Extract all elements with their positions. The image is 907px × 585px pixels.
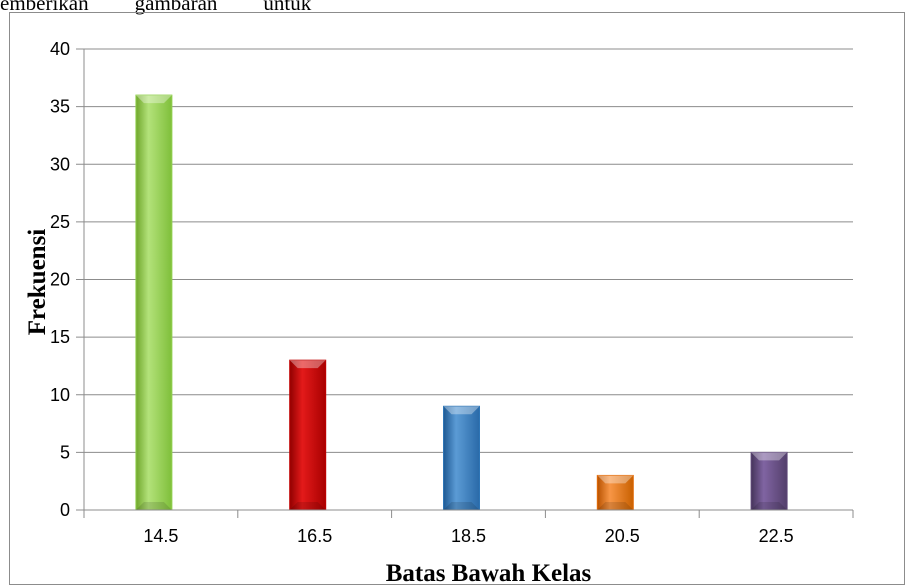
y-tick-label: 10 <box>50 385 70 405</box>
x-tick-label: 16.5 <box>297 526 332 546</box>
bar-bevel <box>289 502 326 510</box>
bar <box>289 359 327 511</box>
bar-bevel <box>443 406 480 415</box>
y-tick-label: 15 <box>50 327 70 347</box>
y-axis-title: Frekuensi <box>24 229 51 336</box>
x-tick-label: 22.5 <box>759 526 794 546</box>
y-tick-label: 25 <box>50 212 70 232</box>
x-tick-label: 20.5 <box>605 526 640 546</box>
x-axis-title: Batas Bawah Kelas <box>386 560 592 583</box>
x-tick-label: 18.5 <box>451 526 486 546</box>
y-tick-label: 40 <box>50 39 70 59</box>
bar <box>596 474 634 511</box>
bar-bevel <box>751 502 788 510</box>
y-tick-label: 30 <box>50 154 70 174</box>
bar <box>135 94 173 511</box>
text-word-3: untuk <box>263 0 312 15</box>
bar-body <box>135 94 173 511</box>
bar-bevel <box>443 502 480 510</box>
y-tick-label: 5 <box>60 442 70 462</box>
y-tick-label: 0 <box>60 500 70 520</box>
bar-body <box>289 359 327 511</box>
bar <box>750 451 788 511</box>
bar <box>443 405 480 511</box>
bar-bevel <box>135 502 172 510</box>
bar-body <box>443 405 480 511</box>
paragraph-fragment: emberikan gambaran untuk <box>0 0 311 16</box>
bar-bevel <box>289 360 326 369</box>
y-tick-label: 35 <box>50 97 70 117</box>
bar-bevel <box>135 95 172 104</box>
y-tick-label: 20 <box>50 270 70 290</box>
bar-bevel <box>751 452 788 461</box>
x-tick-label: 14.5 <box>143 526 178 546</box>
bar-bevel <box>597 502 634 510</box>
bar-body <box>750 451 788 511</box>
bar-bevel <box>597 475 634 484</box>
text-word-2: gambaran <box>134 0 218 15</box>
bar-body <box>596 474 634 511</box>
text-word-1: emberikan <box>0 0 89 15</box>
